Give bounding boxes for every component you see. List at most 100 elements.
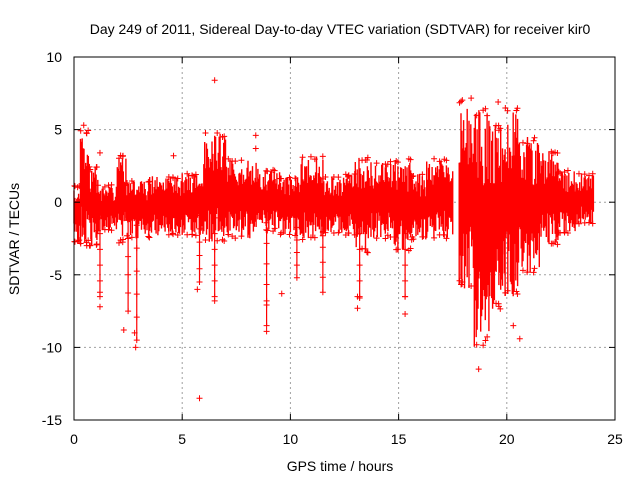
data-point xyxy=(493,122,500,129)
data-point xyxy=(184,170,191,177)
x-tick-label: 20 xyxy=(499,431,515,447)
outlier-point xyxy=(194,286,201,293)
y-tick-label: -5 xyxy=(50,267,63,283)
data-point xyxy=(211,199,218,206)
outlier-point xyxy=(354,305,361,312)
data-point xyxy=(335,229,342,236)
data-band xyxy=(491,124,504,309)
data-point xyxy=(524,269,531,276)
data-point xyxy=(196,212,203,219)
data-point xyxy=(293,249,300,256)
data-point xyxy=(189,172,196,179)
data-point xyxy=(436,158,443,165)
data-point xyxy=(133,222,140,229)
outlier-point xyxy=(170,152,177,159)
data-point xyxy=(402,246,409,253)
outlier-point xyxy=(402,293,409,300)
data-point xyxy=(493,300,500,307)
data-point xyxy=(459,278,466,285)
data-point xyxy=(169,174,176,181)
data-point xyxy=(373,235,380,242)
data-point xyxy=(270,228,277,235)
data-point xyxy=(319,214,326,221)
data-point xyxy=(133,291,140,298)
outlier-point xyxy=(252,132,259,139)
data-point xyxy=(196,239,203,246)
data-band xyxy=(410,173,428,240)
data-point xyxy=(125,235,132,242)
data-point xyxy=(497,125,504,132)
outlier-point xyxy=(211,297,218,304)
data-point xyxy=(402,214,409,221)
data-point xyxy=(286,231,293,238)
data-point xyxy=(319,289,326,296)
data-point xyxy=(458,281,465,288)
data-point xyxy=(128,177,135,184)
data-point xyxy=(299,154,306,161)
data-point xyxy=(519,139,526,146)
data-band xyxy=(79,138,90,245)
data-point xyxy=(85,237,92,244)
data-point xyxy=(514,105,521,112)
data-band xyxy=(575,174,595,224)
data-point xyxy=(530,269,537,276)
data-point xyxy=(484,333,491,340)
data-point xyxy=(133,314,140,321)
data-point xyxy=(108,181,115,188)
data-point xyxy=(124,180,131,187)
data-point xyxy=(519,267,526,274)
y-tick-label: -15 xyxy=(42,412,62,428)
data-point xyxy=(133,337,140,344)
data-point xyxy=(211,262,218,269)
data-point xyxy=(311,156,318,163)
data-point xyxy=(319,274,326,281)
data-point xyxy=(419,233,426,240)
outlier-point xyxy=(263,328,270,335)
data-point xyxy=(356,199,363,206)
data-point xyxy=(408,173,415,180)
data-point xyxy=(77,127,84,134)
data-point xyxy=(96,277,103,284)
data-point xyxy=(402,277,409,284)
data-band xyxy=(343,174,356,236)
data-point xyxy=(293,262,300,269)
data-point xyxy=(293,211,300,218)
data-point xyxy=(125,271,132,278)
data-point xyxy=(211,214,218,221)
data-layer xyxy=(71,77,596,402)
data-point xyxy=(419,171,426,178)
data-point xyxy=(293,199,300,206)
data-point xyxy=(120,152,127,159)
data-point xyxy=(482,337,489,344)
data-point xyxy=(286,174,293,181)
data-point xyxy=(373,160,380,167)
data-band xyxy=(300,156,324,239)
data-band xyxy=(88,166,99,246)
data-band xyxy=(473,110,493,347)
data-point xyxy=(263,219,270,226)
x-axis-label: GPS time / hours xyxy=(287,458,394,474)
data-point xyxy=(196,265,203,272)
data-point xyxy=(125,308,132,315)
data-point xyxy=(124,232,131,239)
data-point xyxy=(202,236,209,243)
data-point xyxy=(585,172,592,179)
data-point xyxy=(589,170,596,177)
data-point xyxy=(196,252,203,259)
data-point xyxy=(229,158,236,165)
data-point xyxy=(468,283,475,290)
data-point xyxy=(225,155,232,162)
data-point xyxy=(356,277,363,284)
data-point xyxy=(554,241,561,248)
data-point xyxy=(145,233,152,240)
data-point xyxy=(264,227,271,234)
outlier-point xyxy=(211,77,218,84)
data-point xyxy=(264,168,271,175)
data-point xyxy=(307,234,314,241)
data-band xyxy=(458,108,475,289)
data-point xyxy=(96,262,103,269)
data-point xyxy=(192,171,199,178)
data-point xyxy=(393,158,400,165)
